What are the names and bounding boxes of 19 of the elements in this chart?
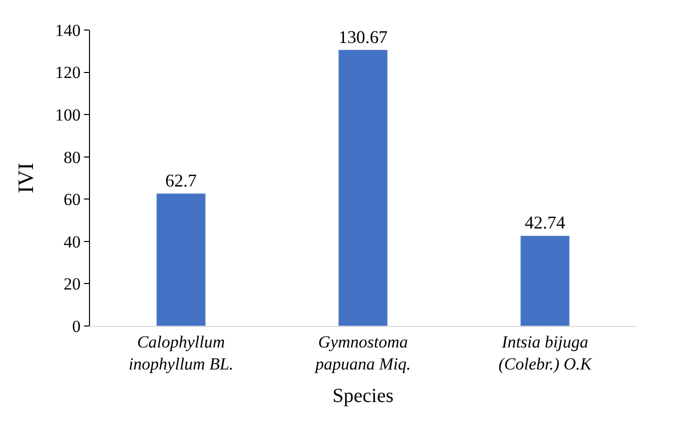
x-axis-title: Species (332, 385, 394, 407)
data-label: 130.67 (338, 26, 388, 47)
y-tick-label: 0 (72, 316, 81, 336)
x-tick-label: Calophyllum inophyllum BL. (128, 332, 234, 374)
x-tick-label: Intsia bijuga (Colebr.) O.K (498, 332, 594, 374)
y-tick-label: 40 (64, 232, 81, 252)
y-tick-label: 140 (55, 20, 81, 40)
data-label: 62.7 (165, 170, 197, 190)
data-label: 42.74 (524, 212, 566, 233)
bar (338, 49, 388, 326)
y-tick-label: 80 (64, 148, 81, 167)
y-tick-label: 20 (64, 274, 81, 294)
bar (520, 235, 570, 326)
bar (156, 193, 206, 326)
y-tick-label: 60 (64, 190, 81, 210)
x-tick-label: Gymnostoma papuana Miq. (314, 332, 411, 374)
y-tick-label: 120 (55, 63, 81, 82)
y-axis-title: IVI (12, 162, 38, 194)
y-tick-label: 100 (55, 106, 81, 125)
